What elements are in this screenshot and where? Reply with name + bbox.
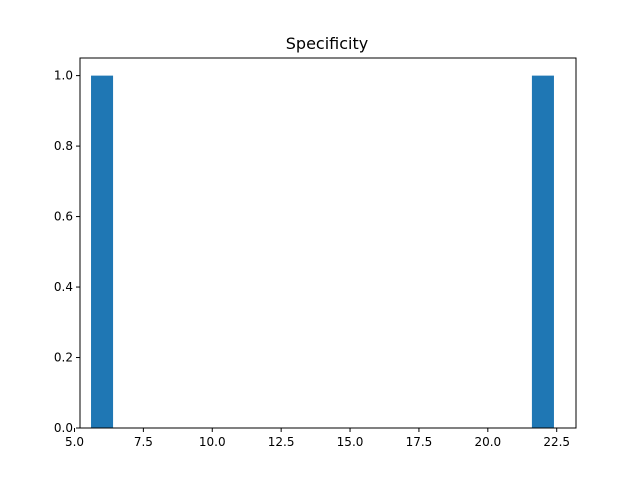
y-tick-label: 0.0	[54, 421, 73, 435]
chart-title: Specificity	[286, 34, 368, 53]
x-tick-label: 5.0	[65, 435, 84, 449]
y-tick-label: 0.4	[54, 280, 73, 294]
x-tick-label: 7.5	[134, 435, 153, 449]
x-tick-label: 22.5	[543, 435, 570, 449]
x-tick-label: 10.0	[199, 435, 226, 449]
x-tick-label: 20.0	[474, 435, 501, 449]
histogram-bar-1	[91, 75, 114, 428]
x-tick-label: 15.0	[337, 435, 364, 449]
bars-group	[91, 75, 554, 428]
plot-frame	[79, 57, 577, 429]
y-axis-ticks: 0.0 0.2 0.4 0.6 0.8 1.0	[54, 69, 80, 435]
x-tick-label: 12.5	[268, 435, 295, 449]
x-axis-ticks: 5.0 7.5 10.0 12.5 15.0 17.5 20.0 22.5	[65, 428, 570, 449]
y-tick-label: 0.6	[54, 210, 73, 224]
y-tick-label: 0.2	[54, 351, 73, 365]
x-tick-label: 17.5	[406, 435, 433, 449]
plot-area	[80, 58, 576, 428]
y-tick-label: 1.0	[54, 69, 73, 83]
y-tick-label: 0.8	[54, 139, 73, 153]
histogram-bar-2	[531, 75, 554, 428]
